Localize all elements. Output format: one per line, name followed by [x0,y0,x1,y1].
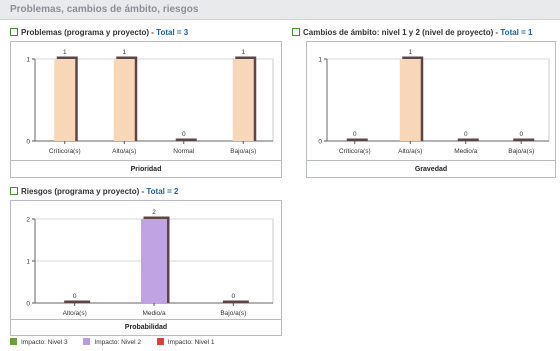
y-tick-label: 2 [26,217,30,224]
bar-shadow [346,138,368,141]
x-tick-label: Medio/a [142,310,166,317]
legend-label: Impacto: Nivel 1 [167,339,215,346]
chart-divider [11,319,281,320]
x-axis-label: Gravedad [414,166,448,173]
legend-item[interactable]: Impacto: Nivel 2 [83,338,141,346]
data-label: 1 [241,49,245,56]
legend-swatch [10,338,17,345]
x-tick-label: Bajo/a(s) [230,148,256,155]
chart-total: Total = 1 [500,28,533,37]
legend-swatch [156,338,164,345]
bar-shadow [513,138,535,141]
x-tick-label: Alto/a(s) [398,148,422,155]
y-tick-label: 1 [26,259,30,266]
data-label: 0 [232,293,236,300]
x-tick-label: Crítico/a(s) [339,148,371,155]
chart-divider [11,160,281,161]
chart-title-text: Problemas (programa y proyecto) [21,28,150,37]
data-label: 0 [464,131,468,138]
x-tick-label: Alto/a(s) [112,148,136,155]
data-label: 2 [152,209,156,216]
y-tick-label: 1 [318,57,322,64]
chart-svg: 0 1 1 Crítico/a(s) 1 Alto/a(s) 0 Normal 1 Bajo/a(… [26,49,274,155]
checkbox-icon [10,28,18,36]
x-axis-label: Probabilidad [124,324,168,331]
chart-total: Total = 3 [156,28,189,37]
legend: Impacto: Nivel 3 Impacto: Nivel 2 Impact… [10,338,228,350]
bar[interactable] [232,59,254,141]
chart-panel-cambios: 0 1 0 Crítico/a(s) 1 Alto/a(s) 0 Medio/a 0 Bajo/a… [306,41,556,178]
x-tick-label: Normal [173,148,195,155]
data-label: 0 [73,293,77,300]
chart-title-text: Riesgos (programa y proyecto) [21,187,140,196]
y-tick-label: 1 [26,57,30,64]
x-tick-label: Crítico/a(s) [49,148,81,155]
chart-title-text: Cambios de ámbito: nivel 1 y 2 (nivel de… [303,28,494,37]
bar-shadow [457,138,479,141]
x-tick-label: Alto/a(s) [63,310,87,317]
y-tick-label: 0 [26,139,30,146]
chart-divider [307,160,555,161]
data-label: 0 [182,131,186,138]
section-header: Problemas, cambios de ámbito, riesgos [0,0,560,20]
chart-title-cambios[interactable]: Cambios de ámbito: nivel 1 y 2 (nivel de… [292,28,532,42]
data-label: 1 [63,49,67,56]
section-title: Problemas, cambios de ámbito, riesgos [10,4,199,15]
legend-item[interactable]: Impacto: Nivel 3 [10,338,68,346]
x-axis-label: Prioridad [130,166,162,173]
data-label: 1 [122,49,126,56]
legend-label: Impacto: Nivel 3 [21,339,68,346]
data-label: 0 [353,131,357,138]
bar[interactable] [399,59,421,141]
y-tick-label: 0 [26,301,30,308]
y-tick-label: 0 [318,139,322,146]
chart-svg: 0 1 0 Crítico/a(s) 1 Alto/a(s) 0 Medio/a 0 Bajo/a… [318,49,550,155]
checkbox-icon [10,187,18,195]
chart-title-problemas[interactable]: Problemas (programa y proyecto) - Total … [10,28,188,42]
bar[interactable] [113,59,135,141]
bar[interactable] [54,59,76,141]
checkbox-icon [292,28,300,36]
x-tick-label: Bajo/a(s) [220,310,246,317]
data-label: 1 [408,49,412,56]
plot-area [326,58,550,142]
chart-panel-riesgos: 0 1 2 0 Alto/a(s) 2 Medio/a 0 Bajo/a(s) Probabil… [10,200,282,336]
legend-label: Impacto: Nivel 2 [94,339,142,346]
legend-swatch [83,338,91,345]
bar[interactable] [141,219,167,303]
chart-total: Total = 2 [146,187,179,196]
x-tick-label: Bajo/a(s) [508,148,534,155]
bar-shadow [64,300,91,303]
data-label: 0 [519,131,523,138]
x-tick-label: Medio/a [454,148,478,155]
chart-panel-problemas: 0 1 1 Crítico/a(s) 1 Alto/a(s) 0 Normal 1 Bajo/a(… [10,41,282,178]
bar-shadow [222,300,249,303]
chart-svg: 0 1 2 0 Alto/a(s) 2 Medio/a 0 Bajo/a(s) [26,209,274,317]
bar-shadow [175,138,197,141]
legend-item[interactable]: Impacto: Nivel 1 [156,338,215,346]
chart-title-riesgos[interactable]: Riesgos (programa y proyecto) - Total = … [10,187,178,201]
